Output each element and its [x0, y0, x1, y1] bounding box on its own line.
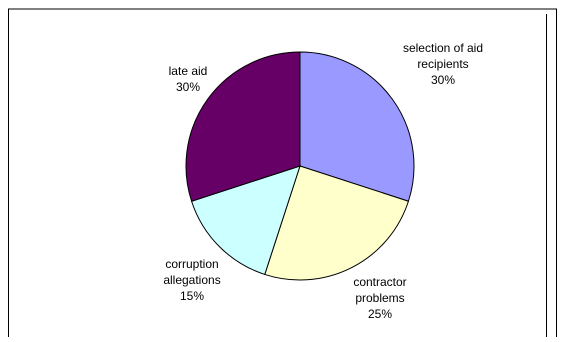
pie-slice-late-aid	[185, 51, 301, 202]
data-label-line: 30%	[176, 80, 200, 94]
data-label-line: allegations	[163, 273, 220, 287]
data-label-line: contractor	[353, 275, 406, 289]
data-label-contractor-problems: contractor problems 25%	[353, 275, 406, 321]
pie-slice-corruption-allegations	[190, 165, 301, 276]
data-label-late-aid: late aid 30%	[169, 64, 208, 94]
data-label-line: problems	[355, 291, 404, 305]
data-label-line: 30%	[431, 73, 455, 87]
data-label-line: 25%	[368, 307, 392, 321]
data-label-selection-of-aid-recipients: selection of aid recipients 30%	[403, 41, 483, 87]
data-label-line: recipients	[417, 57, 468, 71]
pie-slice-selection-of-aid-recipients	[299, 51, 415, 202]
data-label-line: 15%	[180, 289, 204, 303]
data-label-corruption-allegations: corruption allegations 15%	[163, 257, 220, 303]
data-label-line: late aid	[169, 64, 208, 78]
pie-slice-contractor-problems	[264, 165, 410, 281]
data-label-line: corruption	[165, 257, 218, 271]
data-label-line: selection of aid	[403, 41, 483, 55]
